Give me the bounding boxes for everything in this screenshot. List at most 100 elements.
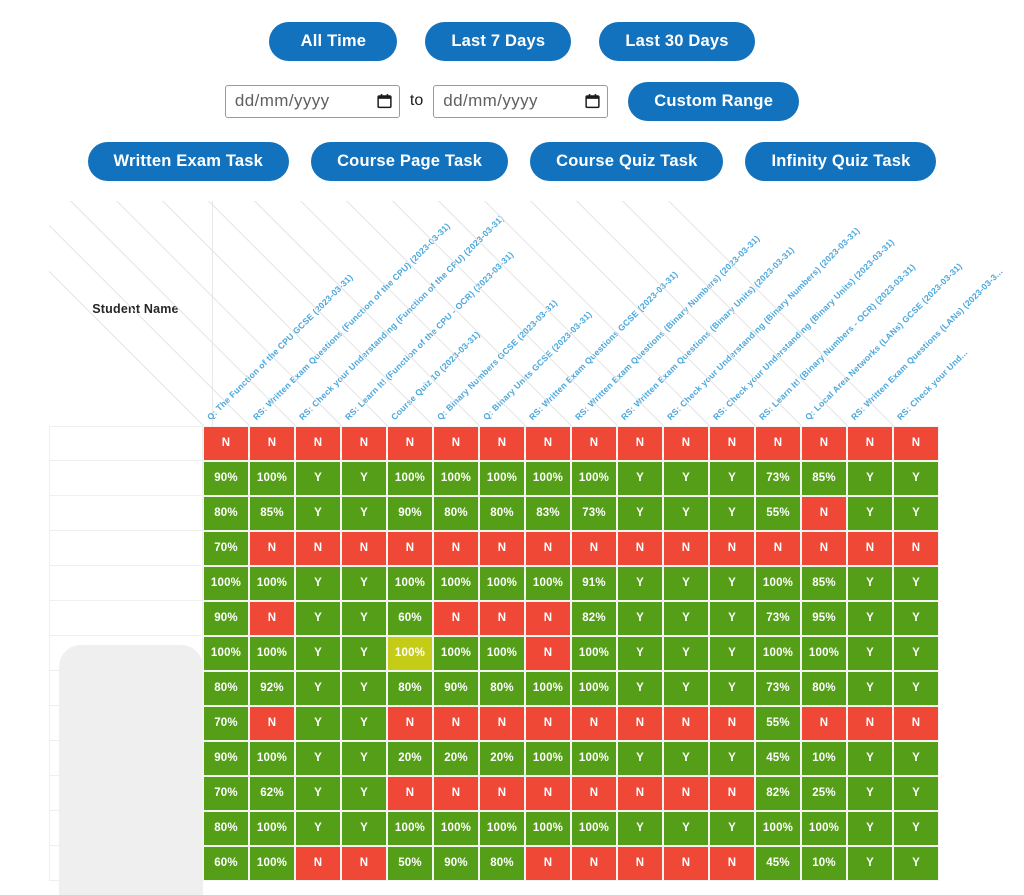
status-cell[interactable]: 83%	[525, 495, 571, 531]
status-cell[interactable]: 100%	[525, 810, 571, 846]
status-cell[interactable]: Y	[617, 810, 663, 846]
status-cell[interactable]: N	[801, 705, 847, 741]
status-cell[interactable]: 80%	[387, 670, 433, 706]
status-cell[interactable]: Y	[295, 670, 341, 706]
student-name-cell[interactable]	[49, 600, 203, 636]
status-cell[interactable]: Y	[341, 565, 387, 601]
status-cell[interactable]: 100%	[387, 565, 433, 601]
status-cell[interactable]: 45%	[755, 845, 801, 881]
status-cell[interactable]: 20%	[387, 740, 433, 776]
status-cell[interactable]: Y	[663, 810, 709, 846]
status-cell[interactable]: 85%	[801, 460, 847, 496]
status-cell[interactable]: N	[801, 495, 847, 531]
status-cell[interactable]: N	[249, 530, 295, 566]
status-cell[interactable]: 92%	[249, 670, 295, 706]
status-cell[interactable]: N	[525, 635, 571, 671]
status-cell[interactable]: Y	[709, 670, 755, 706]
status-cell[interactable]: Y	[341, 810, 387, 846]
status-cell[interactable]: Y	[893, 600, 939, 636]
status-cell[interactable]: N	[525, 600, 571, 636]
status-cell[interactable]: 60%	[387, 600, 433, 636]
status-cell[interactable]: Y	[893, 810, 939, 846]
status-cell[interactable]: Y	[617, 635, 663, 671]
status-cell[interactable]: Y	[341, 460, 387, 496]
status-cell[interactable]: N	[341, 425, 387, 461]
status-cell[interactable]: Y	[295, 600, 341, 636]
status-cell[interactable]: 100%	[433, 810, 479, 846]
column-header-12[interactable]: RS: Learn It! (Binary Numbers - OCR) (20…	[530, 200, 917, 426]
status-cell[interactable]: 100%	[249, 460, 295, 496]
student-name-cell[interactable]	[49, 705, 203, 741]
status-cell[interactable]: Y	[709, 740, 755, 776]
status-cell[interactable]: 100%	[525, 670, 571, 706]
status-cell[interactable]: Y	[663, 460, 709, 496]
status-cell[interactable]: 85%	[249, 495, 295, 531]
status-cell[interactable]: 90%	[433, 670, 479, 706]
status-cell[interactable]: 50%	[387, 845, 433, 881]
status-cell[interactable]: 100%	[755, 565, 801, 601]
student-name-cell[interactable]	[49, 495, 203, 531]
status-cell[interactable]: N	[433, 775, 479, 811]
course-quiz-task-button[interactable]: Course Quiz Task	[530, 141, 724, 181]
status-cell[interactable]: 100%	[479, 635, 525, 671]
status-cell[interactable]: N	[617, 775, 663, 811]
status-cell[interactable]: 100%	[479, 810, 525, 846]
column-header-11[interactable]: RS: Check your Understanding (Binary Uni…	[484, 200, 896, 426]
status-cell[interactable]: N	[525, 425, 571, 461]
status-cell[interactable]: 100%	[249, 635, 295, 671]
status-cell[interactable]: Y	[617, 495, 663, 531]
status-cell[interactable]: N	[847, 425, 893, 461]
status-cell[interactable]: Y	[295, 705, 341, 741]
custom-range-button[interactable]: Custom Range	[628, 81, 800, 121]
status-cell[interactable]: 73%	[571, 495, 617, 531]
status-cell[interactable]: N	[249, 705, 295, 741]
status-cell[interactable]: N	[617, 530, 663, 566]
status-cell[interactable]: 100%	[387, 635, 433, 671]
status-cell[interactable]: N	[525, 775, 571, 811]
status-cell[interactable]: N	[755, 425, 801, 461]
status-cell[interactable]: 100%	[571, 810, 617, 846]
status-cell[interactable]: Y	[617, 740, 663, 776]
status-cell[interactable]: N	[433, 425, 479, 461]
status-cell[interactable]: Y	[295, 635, 341, 671]
status-cell[interactable]: N	[341, 530, 387, 566]
column-header-15[interactable]: RS: Check your Und...	[668, 200, 970, 426]
status-cell[interactable]: Y	[617, 460, 663, 496]
status-cell[interactable]: N	[893, 705, 939, 741]
status-cell[interactable]: 95%	[801, 600, 847, 636]
status-cell[interactable]: 90%	[203, 460, 249, 496]
status-cell[interactable]: 91%	[571, 565, 617, 601]
status-cell[interactable]: N	[479, 530, 525, 566]
status-cell[interactable]: 100%	[203, 635, 249, 671]
status-cell[interactable]: 80%	[479, 845, 525, 881]
status-cell[interactable]: 100%	[479, 460, 525, 496]
status-cell[interactable]: N	[387, 530, 433, 566]
student-name-cell[interactable]	[49, 425, 203, 461]
status-cell[interactable]: N	[387, 425, 433, 461]
status-cell[interactable]: 20%	[479, 740, 525, 776]
status-cell[interactable]: Y	[617, 565, 663, 601]
status-cell[interactable]: 70%	[203, 705, 249, 741]
status-cell[interactable]: 55%	[755, 705, 801, 741]
status-cell[interactable]: 100%	[571, 460, 617, 496]
status-cell[interactable]: 80%	[479, 670, 525, 706]
status-cell[interactable]: 25%	[801, 775, 847, 811]
status-cell[interactable]: Y	[663, 740, 709, 776]
status-cell[interactable]: Y	[295, 810, 341, 846]
status-cell[interactable]: Y	[893, 495, 939, 531]
status-cell[interactable]: N	[479, 775, 525, 811]
status-cell[interactable]: N	[801, 425, 847, 461]
status-cell[interactable]: 80%	[479, 495, 525, 531]
status-cell[interactable]: Y	[341, 635, 387, 671]
status-cell[interactable]: N	[249, 600, 295, 636]
status-cell[interactable]: 80%	[203, 495, 249, 531]
status-cell[interactable]: Y	[847, 670, 893, 706]
status-cell[interactable]: N	[893, 425, 939, 461]
status-cell[interactable]: N	[709, 705, 755, 741]
status-cell[interactable]: 100%	[525, 565, 571, 601]
status-cell[interactable]: N	[571, 425, 617, 461]
status-cell[interactable]: Y	[295, 775, 341, 811]
status-cell[interactable]: 73%	[755, 460, 801, 496]
status-cell[interactable]: 82%	[571, 600, 617, 636]
course-page-task-button[interactable]: Course Page Task	[311, 141, 509, 181]
